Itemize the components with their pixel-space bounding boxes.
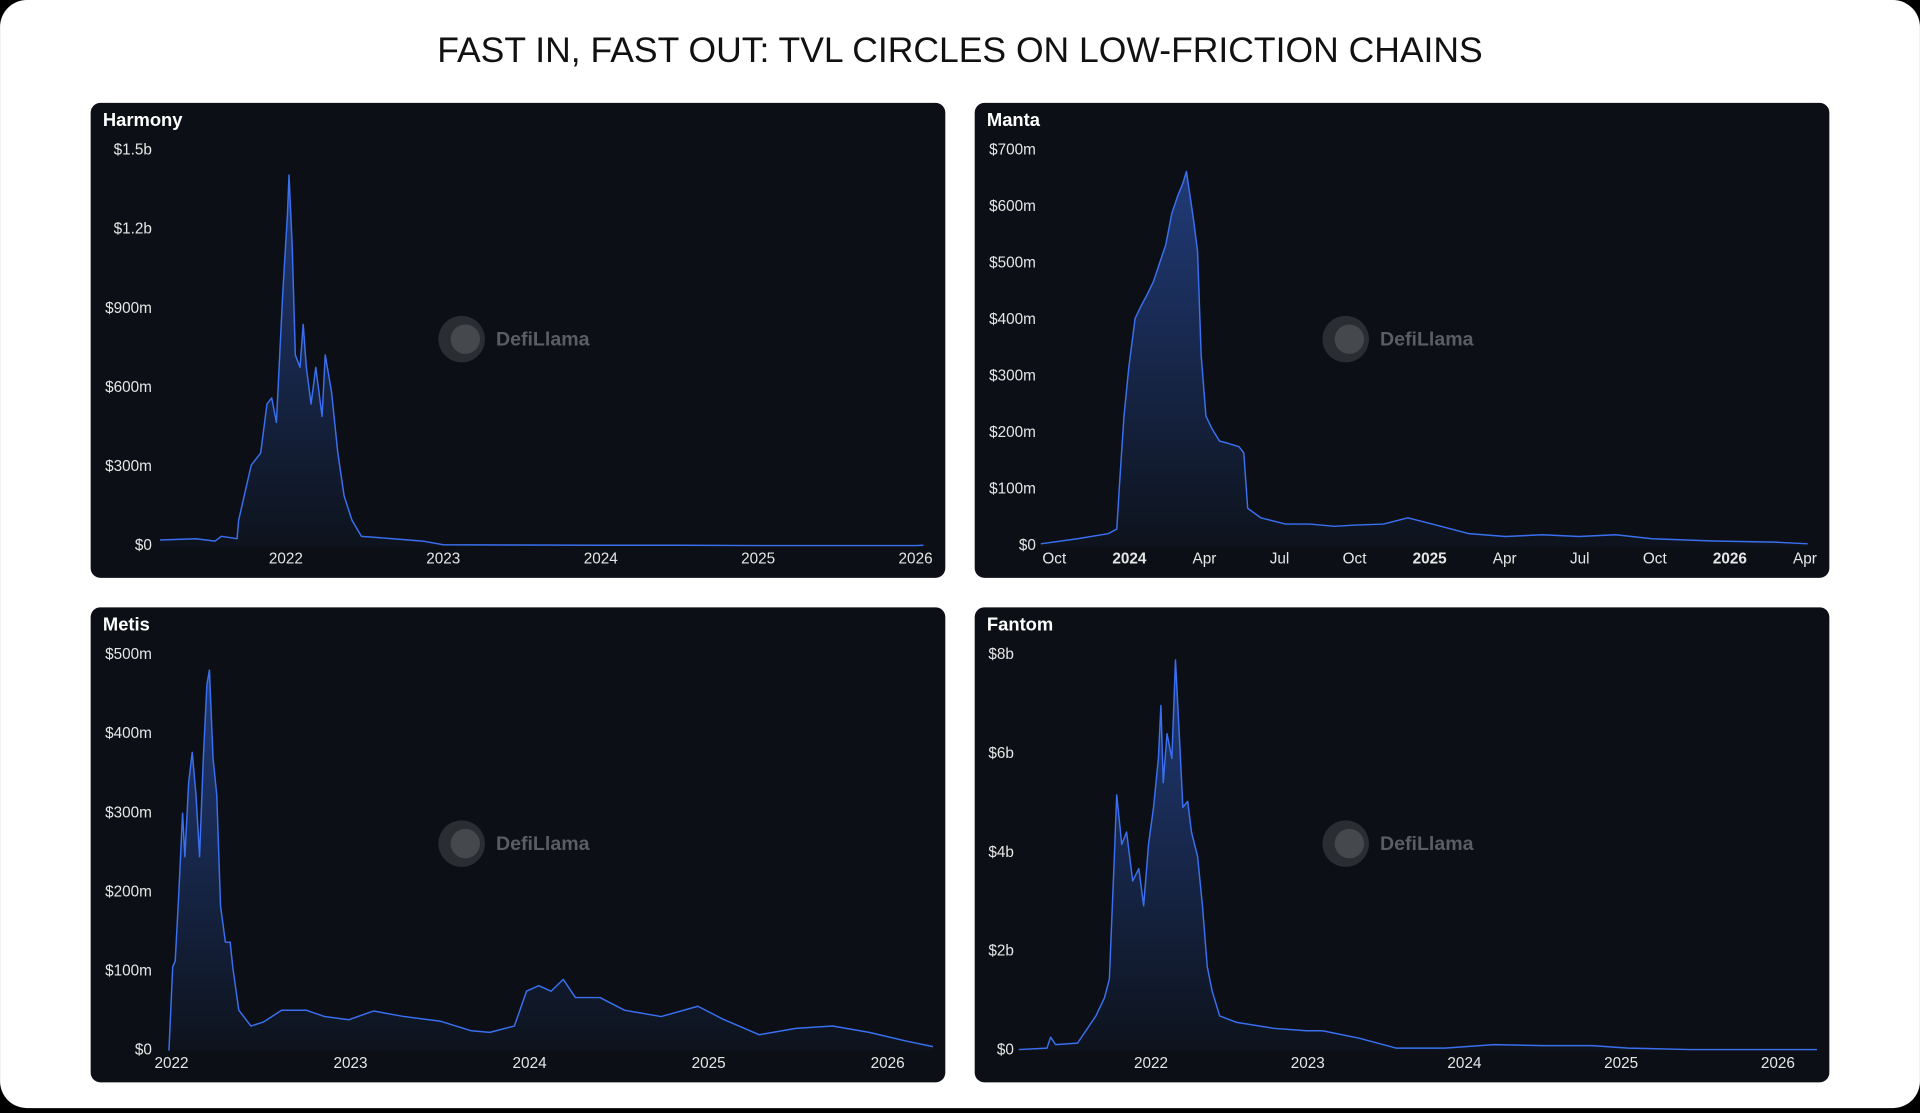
y-tick-label: $100m	[105, 963, 152, 980]
watermark: DefiLlama	[1322, 315, 1475, 363]
area-fill	[1040, 171, 1808, 547]
y-tick-label: $900m	[105, 300, 152, 317]
y-tick-label: $300m	[989, 368, 1036, 385]
watermark-text: DefiLlama	[496, 833, 591, 855]
y-tick-label: $600m	[105, 379, 152, 396]
watermark-text: DefiLlama	[1380, 329, 1475, 351]
y-tick-label: $300m	[105, 458, 152, 475]
panel-title: Harmony	[103, 109, 183, 130]
x-tick-label: 2023	[333, 1055, 367, 1072]
y-tick-label: $100m	[989, 481, 1036, 498]
tvl-line	[1040, 170, 1808, 545]
x-tick-label: Apr	[1493, 551, 1517, 568]
chart-panel: Fantom DefiLlama $0 $2b $4b $6b $8b 2022 2023 202…	[974, 607, 1830, 1083]
watermark: DefiLlama	[438, 820, 591, 867]
x-tick-label: 2025	[1413, 551, 1448, 568]
y-tick-label: $1.2b	[114, 221, 152, 238]
chart-panel: Harmony DefiLlama $0 $300m $600m $900m $1.2b $1…	[90, 102, 946, 578]
y-tick-label: $0	[135, 1042, 152, 1059]
panel-title: Metis	[103, 614, 150, 635]
y-tick-label: $500m	[989, 255, 1036, 272]
x-tick-label: Jul	[1270, 551, 1290, 568]
y-tick-label: $200m	[105, 883, 152, 900]
x-tick-label: Jul	[1570, 551, 1590, 568]
watermark: DefiLlama	[1322, 820, 1475, 867]
x-tick-label: 2022	[269, 551, 303, 568]
y-tick-label: $500m	[105, 646, 152, 663]
y-tick-label: $300m	[105, 804, 152, 821]
x-tick-label: 2022	[154, 1055, 188, 1072]
tvl-line	[159, 174, 924, 547]
x-tick-label: 2025	[1604, 1055, 1638, 1072]
x-tick-label: 2023	[426, 551, 460, 568]
x-tick-label: 2023	[1291, 1055, 1325, 1072]
x-tick-label: 2024	[513, 1055, 548, 1072]
chart-panel: Metis DefiLlama $0 $100m $200m $300m $400m $500…	[90, 607, 946, 1083]
watermark-icon-inner	[1334, 324, 1365, 354]
y-tick-label: $2b	[988, 943, 1014, 960]
watermark-icon-inner	[450, 828, 481, 859]
panel-title: Manta	[987, 109, 1041, 130]
y-tick-label: $200m	[989, 424, 1036, 441]
panel-title: Fantom	[987, 614, 1053, 635]
page-title: FAST IN, FAST OUT: TVL CIRCLES ON LOW-FR…	[437, 30, 1482, 70]
x-tick-label: 2026	[871, 1055, 905, 1072]
x-tick-label: 2024	[584, 551, 619, 568]
y-tick-label: $0	[135, 537, 152, 554]
x-tick-label: 2024	[1112, 551, 1147, 568]
y-tick-label: $400m	[105, 725, 152, 742]
watermark-icon-inner	[1334, 828, 1365, 859]
chart-panel: Manta DefiLlama $0 $100m $200m $300m $400m $500…	[974, 102, 1830, 578]
watermark-text: DefiLlama	[496, 329, 591, 351]
y-tick-label: $700m	[989, 142, 1036, 159]
x-tick-label: 2025	[741, 551, 775, 568]
y-tick-label: $600m	[989, 198, 1036, 215]
y-tick-label: $400m	[989, 311, 1036, 328]
y-tick-label: $1.5b	[114, 142, 152, 159]
x-tick-label: Oct	[1343, 551, 1368, 568]
panel-background	[90, 607, 946, 1083]
x-tick-label: 2024	[1447, 1055, 1482, 1072]
x-tick-label: Oct	[1042, 551, 1067, 568]
x-tick-label: 2026	[1761, 1055, 1795, 1072]
x-tick-label: 2022	[1134, 1055, 1168, 1072]
tvl-line	[1018, 659, 1818, 1051]
y-tick-label: $0	[997, 1042, 1014, 1059]
watermark-text: DefiLlama	[1380, 833, 1475, 855]
x-tick-label: Apr	[1793, 551, 1817, 568]
y-tick-label: $4b	[988, 844, 1014, 861]
tvl-line	[168, 669, 934, 1051]
x-tick-label: 2026	[899, 551, 933, 568]
watermark: DefiLlama	[438, 315, 591, 363]
y-tick-label: $6b	[988, 745, 1014, 762]
x-tick-label: 2025	[692, 1055, 726, 1072]
x-tick-label: Apr	[1193, 551, 1217, 568]
x-tick-label: Oct	[1643, 551, 1668, 568]
watermark-icon-inner	[450, 324, 481, 354]
x-tick-label: 2026	[1713, 551, 1747, 568]
y-tick-label: $0	[1019, 537, 1036, 554]
y-tick-label: $8b	[988, 646, 1014, 663]
